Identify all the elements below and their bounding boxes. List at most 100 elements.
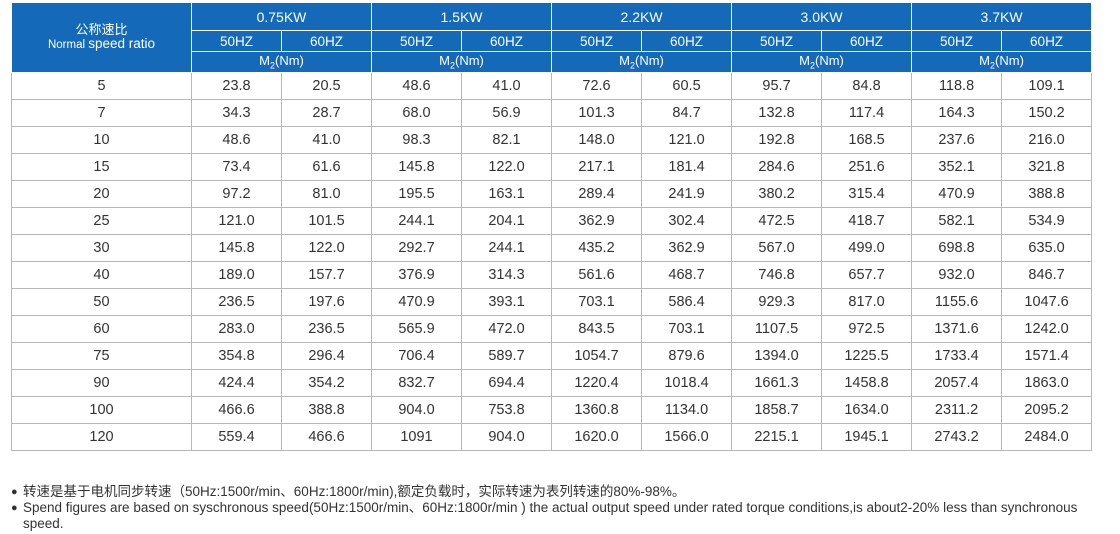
torque-unit: (Nm) <box>815 53 844 69</box>
ratio-cell: 20 <box>11 180 192 208</box>
ratio-cell: 30 <box>11 234 192 262</box>
torque-value-cell: 2095.2 <box>1001 396 1093 424</box>
torque-value-cell: 118.8 <box>911 72 1003 100</box>
frequency-header: 50HZ <box>551 30 643 52</box>
torque-value-cell: 380.2 <box>731 180 823 208</box>
torque-value-cell: 1634.0 <box>821 396 913 424</box>
torque-value-cell: 2057.4 <box>911 369 1003 397</box>
torque-value-cell: 283.0 <box>191 315 282 343</box>
torque-value-cell: 145.8 <box>191 234 282 262</box>
table-row: 7 34.3 28.7 68.0 56.9 101.3 84.7 132.8 117.4 164.… <box>11 99 1093 127</box>
torque-value-cell: 284.6 <box>731 153 823 181</box>
torque-value-cell: 244.1 <box>371 207 462 235</box>
frequency-header: 50HZ <box>191 30 282 52</box>
torque-value-cell: 472.5 <box>731 207 823 235</box>
ratio-column-header: 公称速比 Normal speed ratio <box>11 2 192 73</box>
torque-value-cell: 534.9 <box>1001 207 1093 235</box>
torque-unit-header: M2(Nm) <box>911 51 1093 73</box>
torque-value-cell: 84.7 <box>641 99 733 127</box>
ratio-label-en: Normal speed ratio <box>13 36 191 52</box>
torque-unit: (Nm) <box>274 53 304 69</box>
torque-value-cell: 109.1 <box>1001 72 1093 100</box>
torque-value-cell: 292.7 <box>371 234 462 262</box>
table-row: 90 424.4 354.2 832.7 694.4 1220.4 1018.4 1661.3… <box>11 369 1093 397</box>
torque-value-cell: 73.4 <box>191 153 282 181</box>
torque-value-cell: 354.2 <box>281 369 372 397</box>
torque-value-cell: 1858.7 <box>731 396 823 424</box>
torque-value-cell: 98.3 <box>371 126 462 154</box>
torque-value-cell: 904.0 <box>460 423 553 451</box>
torque-value-cell: 499.0 <box>821 234 913 262</box>
torque-value-cell: 132.8 <box>731 99 823 127</box>
table-row: 25 121.0 101.5 244.1 204.1 362.9 302.4 472.5 418… <box>11 207 1093 235</box>
torque-value-cell: 1107.5 <box>731 315 823 343</box>
ratio-cell: 75 <box>11 342 192 370</box>
torque-value-cell: 197.6 <box>281 288 372 316</box>
frequency-header: 50HZ <box>371 30 462 52</box>
torque-value-cell: 746.8 <box>731 261 823 289</box>
torque-value-cell: 1360.8 <box>551 396 643 424</box>
torque-value-cell: 694.4 <box>460 369 553 397</box>
torque-value-cell: 1945.1 <box>821 423 913 451</box>
bullet-icon: ● <box>11 502 18 514</box>
torque-value-cell: 706.4 <box>371 342 462 370</box>
torque-value-cell: 657.7 <box>821 261 913 289</box>
ratio-cell: 100 <box>11 396 192 424</box>
torque-value-cell: 84.8 <box>821 72 913 100</box>
torque-value-cell: 101.5 <box>281 207 372 235</box>
torque-value-cell: 2311.2 <box>911 396 1003 424</box>
torque-value-cell: 148.0 <box>551 126 643 154</box>
torque-value-cell: 1091 <box>371 423 462 451</box>
frequency-header: 60HZ <box>460 30 553 52</box>
torque-value-cell: 559.4 <box>191 423 282 451</box>
torque-value-cell: 904.0 <box>371 396 462 424</box>
torque-value-cell: 561.6 <box>551 261 643 289</box>
torque-value-cell: 393.1 <box>460 288 553 316</box>
frequency-header: 60HZ <box>1001 30 1093 52</box>
torque-value-cell: 20.5 <box>281 72 372 100</box>
torque-unit-header: M2(Nm) <box>370 51 553 73</box>
torque-value-cell: 164.3 <box>911 99 1003 127</box>
torque-value-cell: 354.8 <box>191 342 282 370</box>
table-row: 40 189.0 157.7 376.9 314.3 561.6 468.7 746.8 657… <box>11 261 1093 289</box>
torque-value-cell: 929.3 <box>731 288 823 316</box>
torque-unit-header: M2(Nm) <box>191 51 372 73</box>
torque-value-cell: 586.4 <box>641 288 733 316</box>
table-row: 10 48.6 41.0 98.3 82.1 148.0 121.0 192.8 168.5 23… <box>11 126 1093 154</box>
torque-symbol: M <box>439 53 450 69</box>
torque-value-cell: 388.8 <box>1001 180 1093 208</box>
torque-value-cell: 163.1 <box>460 180 553 208</box>
torque-value-cell: 753.8 <box>460 396 553 424</box>
torque-value-cell: 101.3 <box>551 99 643 127</box>
frequency-header: 60HZ <box>281 30 372 52</box>
torque-value-cell: 121.0 <box>191 207 282 235</box>
torque-value-cell: 48.6 <box>371 72 462 100</box>
torque-value-cell: 470.9 <box>371 288 462 316</box>
torque-unit: (Nm) <box>635 53 664 69</box>
power-header: 3.7KW <box>911 2 1093 31</box>
table-row: 120 559.4 466.6 1091 904.0 1620.0 1566.0 2215.1… <box>11 423 1093 451</box>
frequency-header: 50HZ <box>731 30 823 52</box>
torque-value-cell: 932.0 <box>911 261 1003 289</box>
torque-value-cell: 879.6 <box>641 342 733 370</box>
footnotes: ● 转速是基于电机同步转速（50Hz:1500r/min、60Hz:1800r/… <box>11 484 1120 532</box>
torque-value-cell: 589.7 <box>460 342 553 370</box>
torque-value-cell: 388.8 <box>281 396 372 424</box>
torque-value-cell: 68.0 <box>371 99 462 127</box>
torque-unit: (Nm) <box>454 53 484 69</box>
torque-value-cell: 251.6 <box>821 153 913 181</box>
ratio-label-en-main: speed ratio <box>88 36 156 51</box>
torque-subscript: 2 <box>810 60 816 71</box>
torque-value-cell: 122.0 <box>460 153 553 181</box>
footnote-en: ● Spend figures are based on syschronous… <box>11 500 1120 532</box>
ratio-cell: 15 <box>11 153 192 181</box>
torque-value-cell: 97.2 <box>191 180 282 208</box>
torque-value-cell: 181.4 <box>641 153 733 181</box>
ratio-cell: 120 <box>11 423 192 451</box>
torque-value-cell: 1134.0 <box>641 396 733 424</box>
torque-value-cell: 189.0 <box>191 261 282 289</box>
torque-value-cell: 472.0 <box>460 315 553 343</box>
torque-value-cell: 972.5 <box>821 315 913 343</box>
torque-value-cell: 241.9 <box>641 180 733 208</box>
torque-value-cell: 204.1 <box>460 207 553 235</box>
